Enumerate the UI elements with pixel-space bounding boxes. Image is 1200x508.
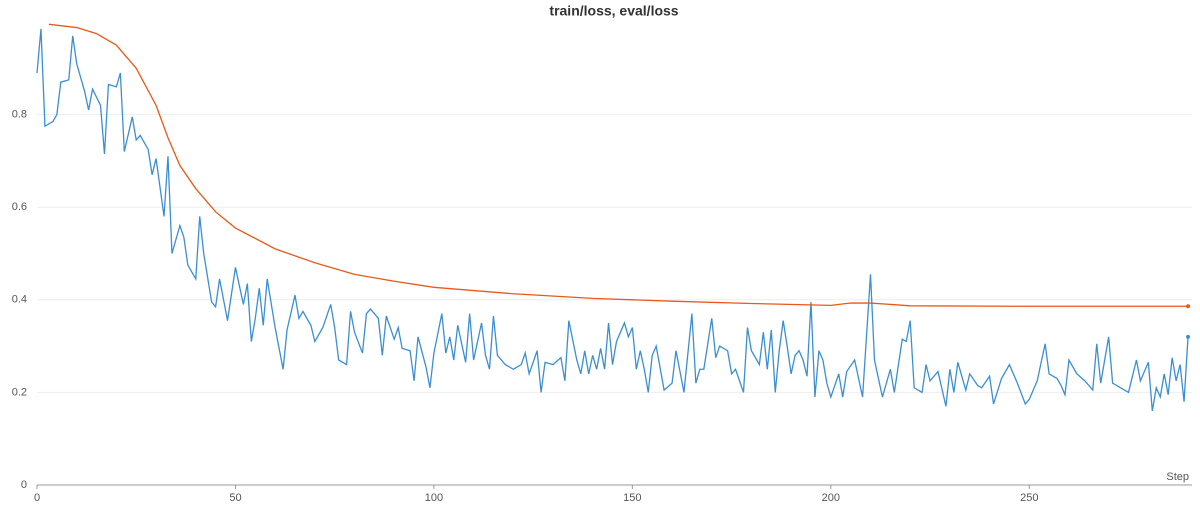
end-point: [1186, 334, 1191, 339]
series-line: [48, 23, 1189, 307]
y-tick-label: 0: [21, 479, 27, 491]
y-tick-label: 0.6: [12, 201, 27, 213]
x-tick-label: 50: [229, 492, 241, 504]
x-tick-label: 100: [425, 492, 443, 504]
x-tick-label: 150: [623, 492, 641, 504]
x-tick-label: 0: [34, 492, 40, 504]
x-axis-label: Step: [1166, 471, 1189, 483]
y-tick-label: 0.4: [12, 294, 27, 306]
x-tick-label: 200: [822, 492, 840, 504]
end-point: [1186, 304, 1191, 309]
chart-title: train/loss, eval/loss: [549, 3, 678, 19]
x-tick-label: 250: [1020, 492, 1038, 504]
y-tick-label: 0.2: [12, 386, 27, 398]
series-line: [36, 28, 1189, 412]
y-tick-label: 0.8: [12, 109, 27, 121]
